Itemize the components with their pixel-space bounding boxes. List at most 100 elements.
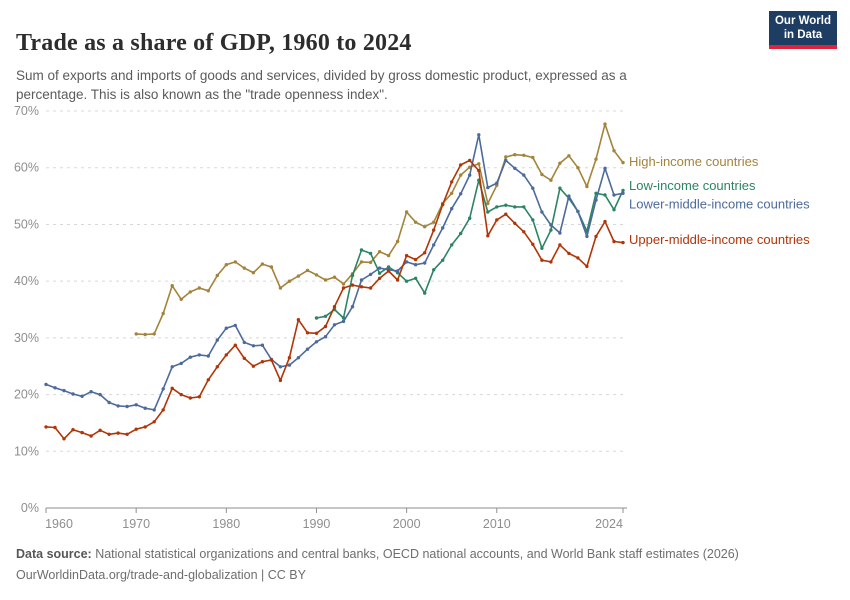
data-point bbox=[594, 234, 598, 239]
data-point bbox=[350, 273, 355, 278]
data-point bbox=[567, 154, 571, 158]
data-point bbox=[314, 331, 319, 335]
data-point bbox=[432, 228, 436, 232]
data-point bbox=[459, 163, 463, 167]
data-point bbox=[170, 284, 174, 288]
data-point bbox=[323, 278, 328, 282]
data-point bbox=[341, 282, 346, 286]
data-point bbox=[359, 260, 364, 264]
data-point bbox=[423, 251, 427, 255]
data-point bbox=[603, 166, 607, 170]
owid-logo-line2: in Data bbox=[783, 29, 823, 41]
chart-subtitle: Sum of exports and imports of goods and … bbox=[16, 67, 627, 103]
data-point bbox=[98, 392, 102, 397]
data-point bbox=[53, 425, 57, 430]
data-point bbox=[395, 269, 400, 273]
data-point bbox=[296, 356, 301, 360]
data-point bbox=[621, 240, 625, 245]
legend-label-low-income-countries[interactable]: Low-income countries bbox=[629, 178, 756, 193]
data-point bbox=[495, 218, 499, 222]
data-point bbox=[558, 231, 562, 235]
data-point bbox=[522, 230, 526, 234]
x-tick-label: 2010 bbox=[483, 517, 511, 531]
data-point bbox=[116, 431, 120, 435]
data-source-label: Data source: bbox=[16, 547, 92, 561]
data-point bbox=[332, 275, 337, 279]
x-tick-label: 1980 bbox=[212, 517, 240, 531]
data-point bbox=[432, 220, 436, 224]
data-point bbox=[504, 155, 508, 159]
data-source-text: National statistical organizations and c… bbox=[91, 547, 739, 561]
data-point bbox=[107, 432, 111, 436]
data-point bbox=[450, 191, 454, 195]
data-point bbox=[395, 278, 400, 282]
data-point bbox=[413, 220, 418, 224]
data-point bbox=[80, 394, 84, 398]
data-point bbox=[576, 209, 580, 214]
data-point bbox=[549, 223, 553, 227]
data-point bbox=[603, 219, 607, 224]
data-point bbox=[287, 356, 292, 360]
data-point bbox=[567, 194, 571, 198]
data-point bbox=[287, 279, 292, 283]
data-point bbox=[495, 205, 499, 209]
data-point bbox=[251, 364, 256, 368]
y-tick-label: 70% bbox=[14, 104, 39, 118]
data-point bbox=[332, 305, 337, 309]
series-line-upper-middle-income-countries bbox=[45, 159, 624, 440]
data-point bbox=[215, 273, 219, 278]
legend-label-upper-middle-income-countries[interactable]: Upper-middle-income countries bbox=[629, 232, 810, 247]
legend-label-lower-middle-income-countries[interactable]: Lower-middle-income countries bbox=[629, 197, 810, 212]
data-point bbox=[224, 326, 228, 330]
data-point bbox=[531, 242, 535, 246]
data-point bbox=[323, 314, 328, 318]
data-point bbox=[377, 271, 382, 275]
owid-logo[interactable]: Our World in Data bbox=[769, 11, 837, 49]
data-point bbox=[432, 268, 436, 272]
y-tick-label: 60% bbox=[14, 161, 39, 175]
data-point bbox=[594, 157, 598, 161]
data-point bbox=[161, 311, 165, 316]
y-tick-label: 10% bbox=[14, 444, 39, 458]
y-tick-label: 0% bbox=[21, 501, 39, 515]
data-point bbox=[278, 286, 283, 290]
data-point bbox=[305, 268, 310, 273]
x-tick-label: 1990 bbox=[303, 517, 331, 531]
data-point bbox=[585, 264, 589, 269]
data-point bbox=[260, 360, 265, 364]
data-point bbox=[531, 186, 535, 190]
data-point bbox=[558, 243, 562, 247]
data-point bbox=[305, 347, 310, 351]
data-point bbox=[404, 279, 409, 283]
owid-logo-line1: Our World bbox=[774, 15, 831, 27]
owid-topic-link[interactable]: OurWorldinData.org/trade-and-globalizati… bbox=[16, 568, 258, 582]
data-point bbox=[188, 396, 192, 400]
data-point bbox=[531, 218, 535, 222]
series-lower-middle-income-countries: Lower-middle-income countries bbox=[44, 133, 810, 412]
data-point bbox=[152, 332, 156, 336]
data-point bbox=[332, 323, 337, 327]
x-tick-label: 2000 bbox=[393, 517, 421, 531]
data-point bbox=[486, 185, 490, 190]
data-point bbox=[62, 437, 66, 441]
data-point bbox=[44, 382, 48, 387]
legend-label-high-income-countries[interactable]: High-income countries bbox=[629, 154, 759, 169]
data-point bbox=[179, 297, 183, 301]
data-point bbox=[477, 133, 481, 137]
data-point bbox=[621, 191, 625, 195]
data-point bbox=[206, 354, 210, 358]
data-point bbox=[224, 353, 228, 357]
data-point bbox=[368, 260, 373, 265]
data-point bbox=[161, 408, 165, 412]
data-point bbox=[404, 253, 409, 258]
data-point bbox=[215, 365, 219, 369]
data-point bbox=[323, 335, 328, 339]
data-point bbox=[386, 269, 391, 273]
trade-openness-chart: 0% 10% 20% 30% 40% 50% 60% 70% 1960 1970 1980 1990 2… bbox=[0, 95, 850, 540]
data-point bbox=[450, 206, 454, 211]
data-point bbox=[341, 319, 346, 324]
data-point bbox=[395, 239, 400, 244]
data-point bbox=[314, 273, 319, 277]
data-point bbox=[188, 290, 192, 294]
